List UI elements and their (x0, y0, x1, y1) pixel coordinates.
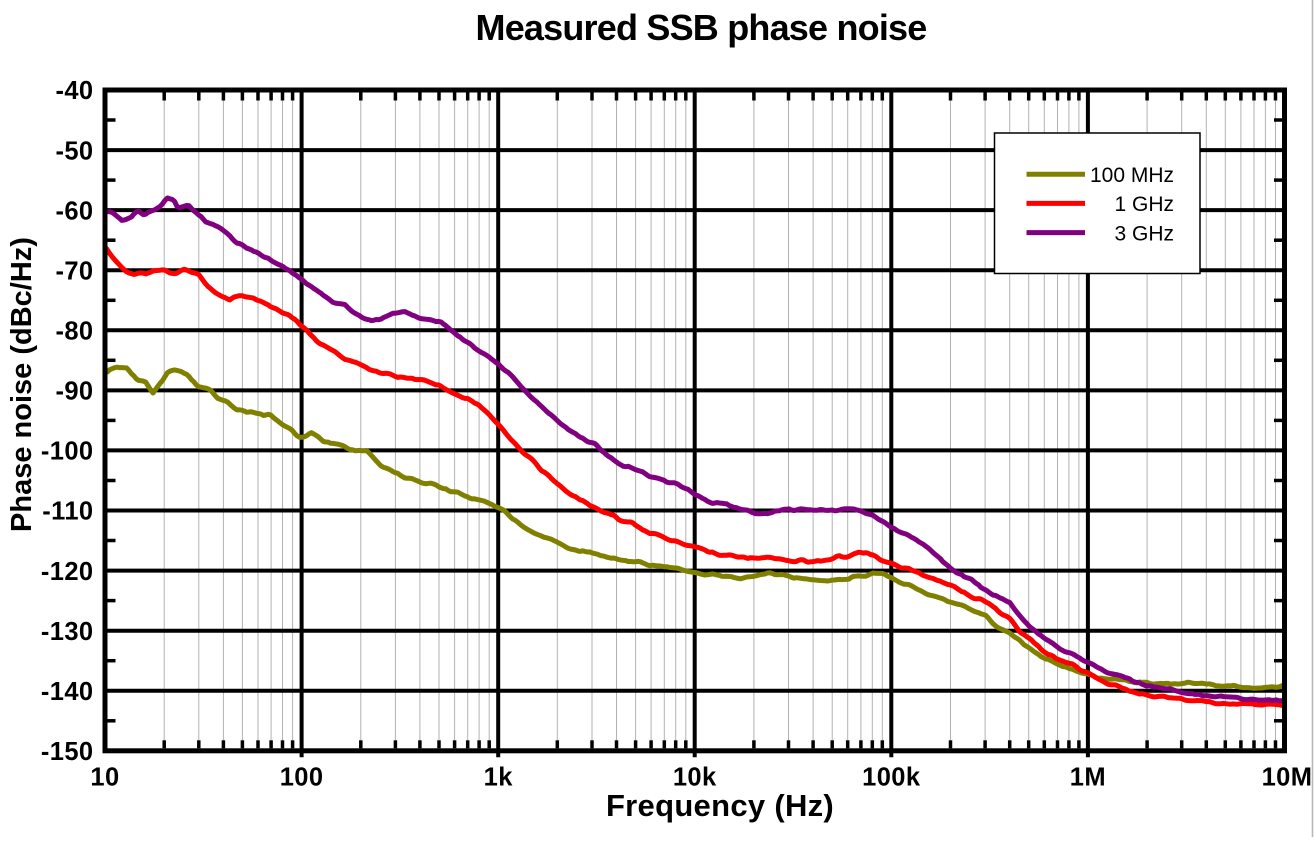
svg-text:-110: -110 (42, 498, 93, 526)
svg-text:1k: 1k (484, 764, 514, 792)
svg-text:Frequency (Hz): Frequency (Hz) (606, 788, 834, 823)
svg-text:100k: 100k (862, 764, 921, 792)
svg-text:10: 10 (90, 764, 119, 792)
svg-text:-140: -140 (41, 678, 94, 706)
svg-text:-120: -120 (41, 558, 94, 586)
svg-text:100: 100 (280, 764, 324, 792)
svg-text:-70: -70 (55, 257, 93, 285)
svg-text:-60: -60 (55, 197, 93, 225)
svg-text:-130: -130 (41, 618, 94, 646)
svg-text:1M: 1M (1070, 764, 1106, 792)
svg-text:-150: -150 (41, 738, 94, 766)
svg-text:-40: -40 (55, 77, 93, 105)
svg-text:-90: -90 (55, 378, 93, 406)
svg-text:Measured SSB phase noise: Measured SSB phase noise (476, 7, 927, 48)
svg-text:Phase noise (dBc/Hz): Phase noise (dBc/Hz) (6, 237, 38, 532)
svg-text:10k: 10k (673, 764, 717, 792)
svg-text:-50: -50 (55, 137, 93, 165)
svg-text:10M: 10M (1262, 764, 1313, 792)
svg-text:3 GHz: 3 GHz (1114, 222, 1174, 245)
svg-text:-80: -80 (55, 318, 93, 346)
svg-text:100 MHz: 100 MHz (1090, 164, 1174, 187)
svg-text:-100: -100 (41, 438, 94, 466)
svg-text:1 GHz: 1 GHz (1114, 193, 1174, 216)
